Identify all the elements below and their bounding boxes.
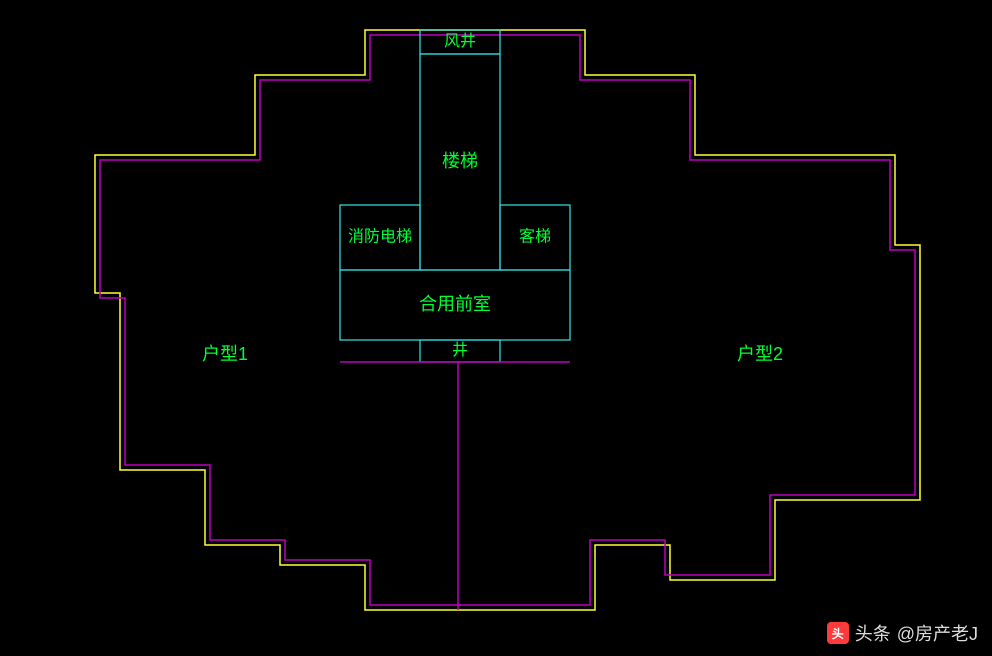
stair-room-label: 楼梯 <box>442 151 478 171</box>
unit-2-label: 户型2 <box>737 344 783 364</box>
watermark-logo-icon: 头 <box>827 622 849 644</box>
watermark-handle: @房产老J <box>897 620 978 646</box>
fire-elevator-room-label: 消防电梯 <box>348 228 412 246</box>
passenger-elevator-room-label: 客梯 <box>519 228 551 246</box>
shared-anteroom-label: 合用前室 <box>419 294 491 314</box>
vent-shaft-room-label: 风井 <box>444 32 476 50</box>
floor-plan-canvas: 风井楼梯消防电梯 客梯合用前室井 户型1 户型2 <box>0 0 992 656</box>
watermark: 头 头条 @房产老J <box>827 620 978 646</box>
shaft-room-label: 井 <box>452 341 468 359</box>
watermark-prefix: 头条 <box>855 620 891 646</box>
building-outline-inner <box>100 35 915 605</box>
unit-1-label: 户型1 <box>202 344 248 364</box>
building-outline-outer <box>95 30 920 610</box>
